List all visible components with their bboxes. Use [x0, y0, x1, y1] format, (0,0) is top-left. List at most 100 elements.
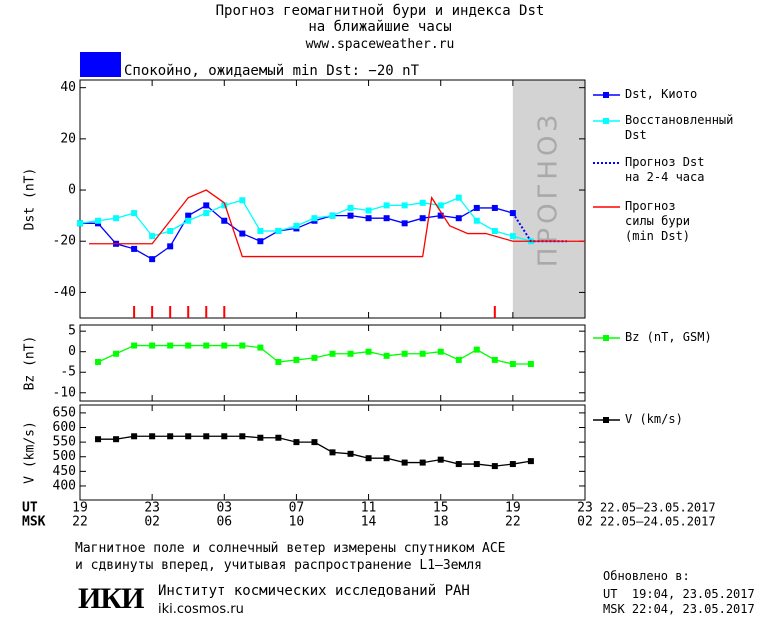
status-text: Спокойно, ожидаемый min Dst: −20 nT: [124, 63, 420, 79]
point: [95, 358, 102, 365]
point: [329, 212, 336, 219]
point: [437, 348, 444, 355]
point: [491, 204, 498, 211]
point: [401, 202, 408, 209]
time-row-label: MSK: [22, 515, 46, 530]
point: [221, 433, 228, 440]
point: [329, 449, 336, 456]
series-line: [89, 189, 585, 258]
y-axis-label: Bz (nT): [23, 336, 38, 391]
point: [167, 342, 174, 349]
point: [311, 215, 318, 222]
point: [527, 361, 534, 368]
point: [293, 439, 300, 446]
point: [257, 238, 264, 245]
x-tick-label: 14: [361, 515, 377, 530]
y-axis-label: Dst (nT): [23, 168, 38, 231]
point: [419, 459, 426, 466]
y-tick-label: -20: [53, 234, 76, 249]
point: [149, 342, 156, 349]
point: [473, 461, 480, 468]
point: [401, 350, 408, 357]
point: [149, 256, 156, 263]
point: [113, 215, 120, 222]
point: [185, 212, 192, 219]
x-tick-label: 23: [577, 501, 593, 516]
x-tick-label: 03: [216, 501, 232, 516]
point: [455, 194, 462, 201]
point: [185, 433, 192, 440]
point: [275, 434, 282, 441]
point: [491, 227, 498, 234]
point: [437, 456, 444, 463]
point: [437, 212, 444, 219]
point: [239, 197, 246, 204]
point: [239, 433, 246, 440]
point: [149, 233, 156, 240]
point: [347, 350, 354, 357]
point: [239, 342, 246, 349]
x-tick-label: 02: [144, 515, 160, 530]
point: [185, 342, 192, 349]
footer-note: и сдвинуты вперед, учитывая распростране…: [75, 558, 482, 573]
point: [527, 458, 534, 465]
x-tick-label: 18: [433, 515, 449, 530]
point: [203, 202, 210, 209]
y-tick-label: 650: [53, 405, 76, 420]
point: [455, 461, 462, 468]
x-tick-label: 06: [216, 515, 232, 530]
point: [509, 461, 516, 468]
y-tick-label: -10: [53, 385, 76, 400]
point: [257, 227, 264, 234]
forecast-region: [512, 80, 585, 318]
panel-frame: [79, 404, 586, 501]
point: [293, 356, 300, 363]
legend-swatch: [603, 335, 609, 341]
legend-entry: Bz (nT, GSM): [625, 330, 712, 344]
point: [419, 350, 426, 357]
x-tick-label: 15: [433, 501, 449, 516]
y-tick-label: 600: [53, 420, 76, 435]
point: [95, 217, 102, 224]
point: [113, 350, 120, 357]
series-line: [97, 344, 531, 365]
y-tick-label: 0: [68, 344, 76, 359]
point: [95, 436, 102, 443]
point: [365, 207, 372, 214]
time-row-label: UT: [22, 501, 38, 516]
point: [149, 433, 156, 440]
y-tick-label: 5: [68, 324, 76, 339]
y-axis-label: V (km/s): [23, 421, 38, 484]
time-row-dates: 22.05–24.05.2017: [600, 515, 716, 529]
point: [167, 227, 174, 234]
y-tick-label: 0: [68, 183, 76, 198]
point: [365, 348, 372, 355]
point: [347, 204, 354, 211]
point: [473, 346, 480, 353]
point: [131, 433, 138, 440]
point: [131, 210, 138, 217]
x-tick-label: 19: [505, 501, 521, 516]
logo: ИКИ: [78, 582, 144, 615]
point: [509, 233, 516, 240]
legend-entry: Dst, Киото: [625, 87, 698, 101]
point: [185, 217, 192, 224]
legend-swatch: [603, 417, 609, 423]
point: [257, 344, 264, 351]
legend-swatch: [603, 92, 609, 98]
point: [437, 202, 444, 209]
legend-entry: V (km/s): [625, 412, 683, 426]
point: [167, 433, 174, 440]
point: [311, 354, 318, 361]
point: [383, 202, 390, 209]
legend-entry: Прогноз силы бури (min Dst): [625, 199, 691, 243]
point: [275, 358, 282, 365]
point: [383, 352, 390, 359]
point: [491, 356, 498, 363]
x-tick-label: 10: [289, 515, 305, 530]
point: [131, 245, 138, 252]
series-line: [79, 196, 532, 242]
x-tick-label: 02: [577, 515, 593, 530]
legend-entry: Восстановленный Dst: [625, 113, 734, 142]
